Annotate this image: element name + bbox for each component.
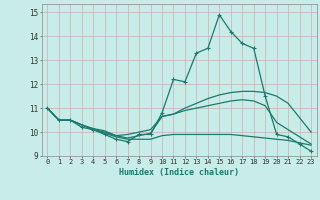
X-axis label: Humidex (Indice chaleur): Humidex (Indice chaleur)	[119, 168, 239, 177]
